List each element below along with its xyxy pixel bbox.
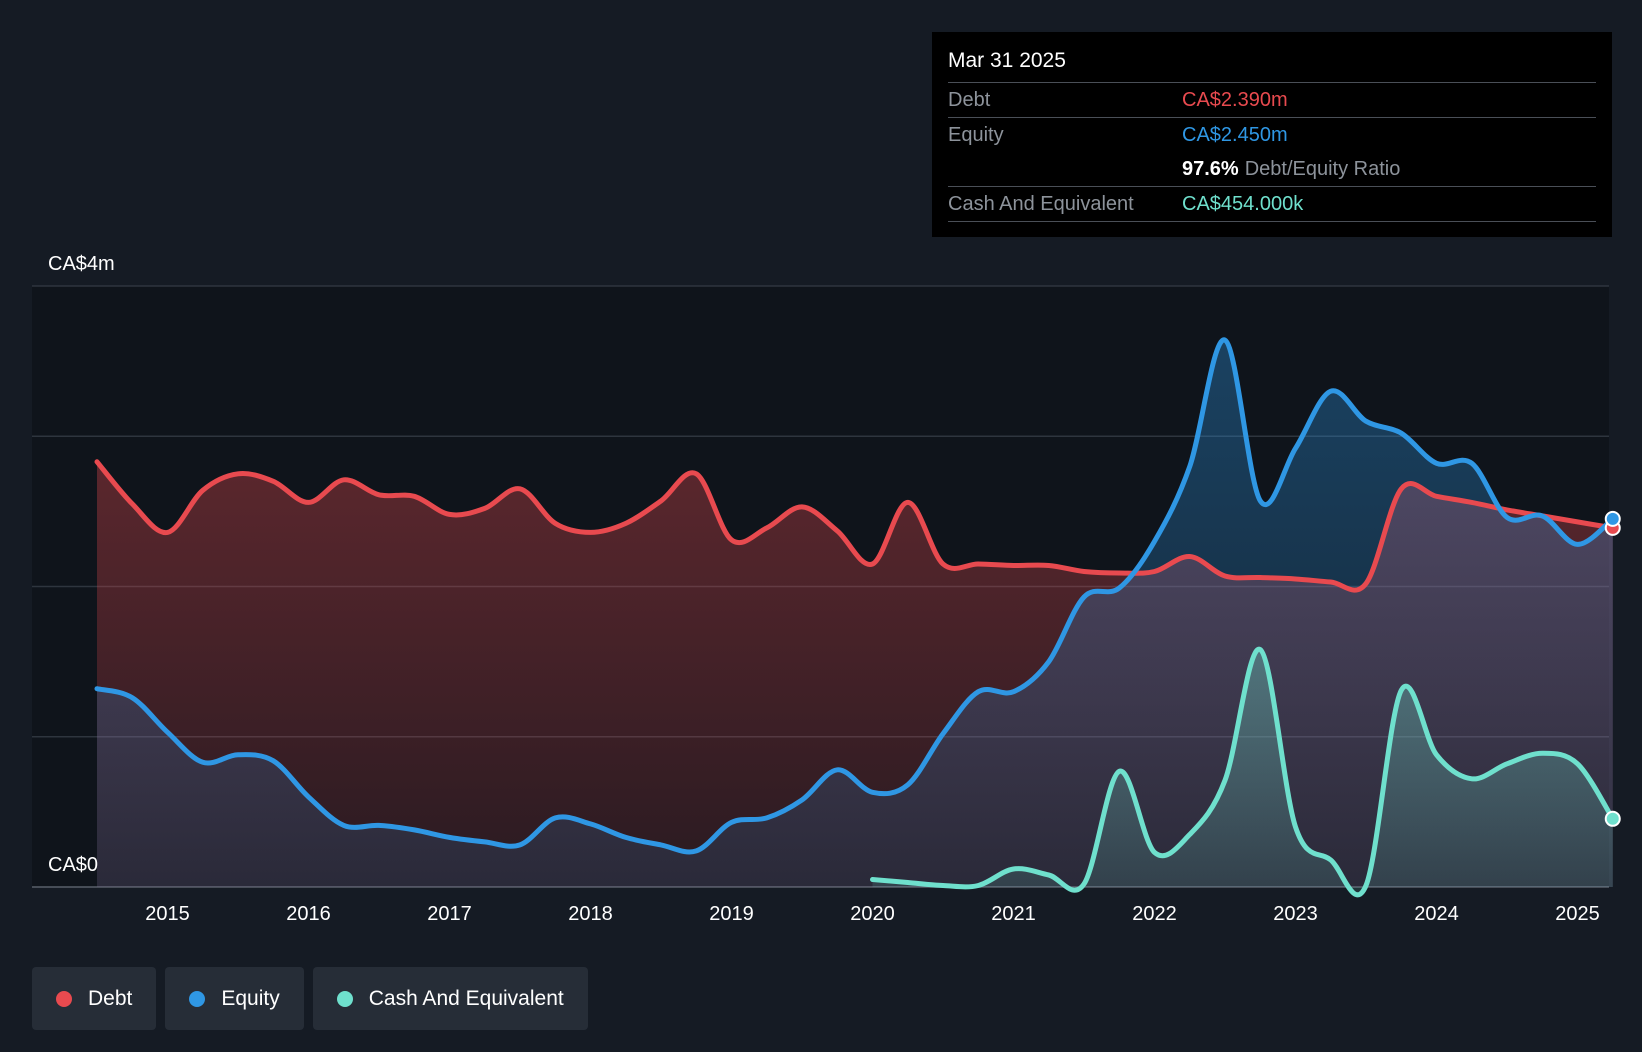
x-tick-2015: 2015 (145, 903, 190, 925)
tooltip-cash-value: CA$454.000k (1182, 193, 1304, 215)
legend-cash-label: Cash And Equivalent (368, 986, 564, 1010)
y-axis-ticks: CA$4m CA$0 (48, 253, 115, 876)
legend-item-cash[interactable]: Cash And Equivalent (312, 967, 588, 1030)
tooltip-ratio-value: 97.6% (1182, 158, 1239, 180)
x-tick-2018: 2018 (568, 903, 613, 925)
series-lines (94, 337, 1616, 898)
chart-legend: Debt Equity Cash And Equivalent (32, 967, 588, 1030)
tooltip-cash-row: Cash And Equivalent CA$454.000k (948, 187, 1596, 222)
tooltip-cash-label: Cash And Equivalent (948, 193, 1134, 215)
hover-markers (1604, 510, 1621, 827)
legend-equity-dot-icon (189, 990, 206, 1007)
y-tick-ca-4m: CA$4m (48, 253, 115, 275)
x-tick-2020: 2020 (850, 903, 895, 925)
tooltip-equity-row: Equity CA$2.450m (948, 118, 1596, 152)
y-tick-ca-0: CA$0 (48, 854, 98, 876)
hover-tooltip: Mar 31 2025 Debt CA$2.390m Equity CA$2.4… (932, 32, 1612, 237)
legend-debt-label: Debt (88, 986, 133, 1010)
tooltip-debt-value: CA$2.390m (1182, 89, 1288, 111)
x-tick-2021: 2021 (991, 903, 1036, 925)
cash-and-equivalent-line (870, 647, 1616, 898)
tooltip-ratio-row: 97.6% Debt/Equity Ratio (948, 152, 1596, 187)
tooltip-ratio: 97.6% Debt/Equity Ratio (1182, 152, 1400, 186)
x-axis-ticks: 2015 2016 2017 2018 2019 2020 2021 2022 2023 2024… (145, 903, 1600, 925)
tooltip-date: Mar 31 2025 (948, 46, 1596, 83)
x-tick-2023: 2023 (1273, 903, 1318, 925)
legend-item-equity[interactable]: Equity (165, 967, 304, 1030)
tooltip-equity-value: CA$2.450m (1182, 124, 1288, 146)
tooltip-ratio-spacer (948, 152, 1182, 186)
x-tick-2017: 2017 (427, 903, 472, 925)
cash-and-equivalent-hover-point (1604, 810, 1621, 827)
tooltip-debt-row: Debt CA$2.390m (948, 83, 1596, 118)
x-tick-2016: 2016 (286, 903, 331, 925)
tooltip-equity-label: Equity (948, 124, 1004, 146)
x-tick-2024: 2024 (1414, 903, 1459, 925)
x-tick-2025: 2025 (1555, 903, 1600, 925)
tooltip-ratio-label: Debt/Equity Ratio (1244, 158, 1401, 180)
equity-hover-point (1604, 510, 1621, 527)
equity-line (94, 337, 1616, 855)
legend-equity-label: Equity (221, 986, 280, 1010)
debt-line (94, 459, 1616, 593)
legend-cash-dot-icon (336, 990, 353, 1007)
legend-item-debt[interactable]: Debt (32, 967, 157, 1030)
tooltip-debt-label: Debt (948, 89, 991, 111)
legend-debt-dot-icon (56, 990, 72, 1007)
x-tick-2022: 2022 (1132, 903, 1177, 925)
cash-and-equivalent-area (872, 649, 1613, 895)
x-tick-2019: 2019 (709, 903, 754, 925)
